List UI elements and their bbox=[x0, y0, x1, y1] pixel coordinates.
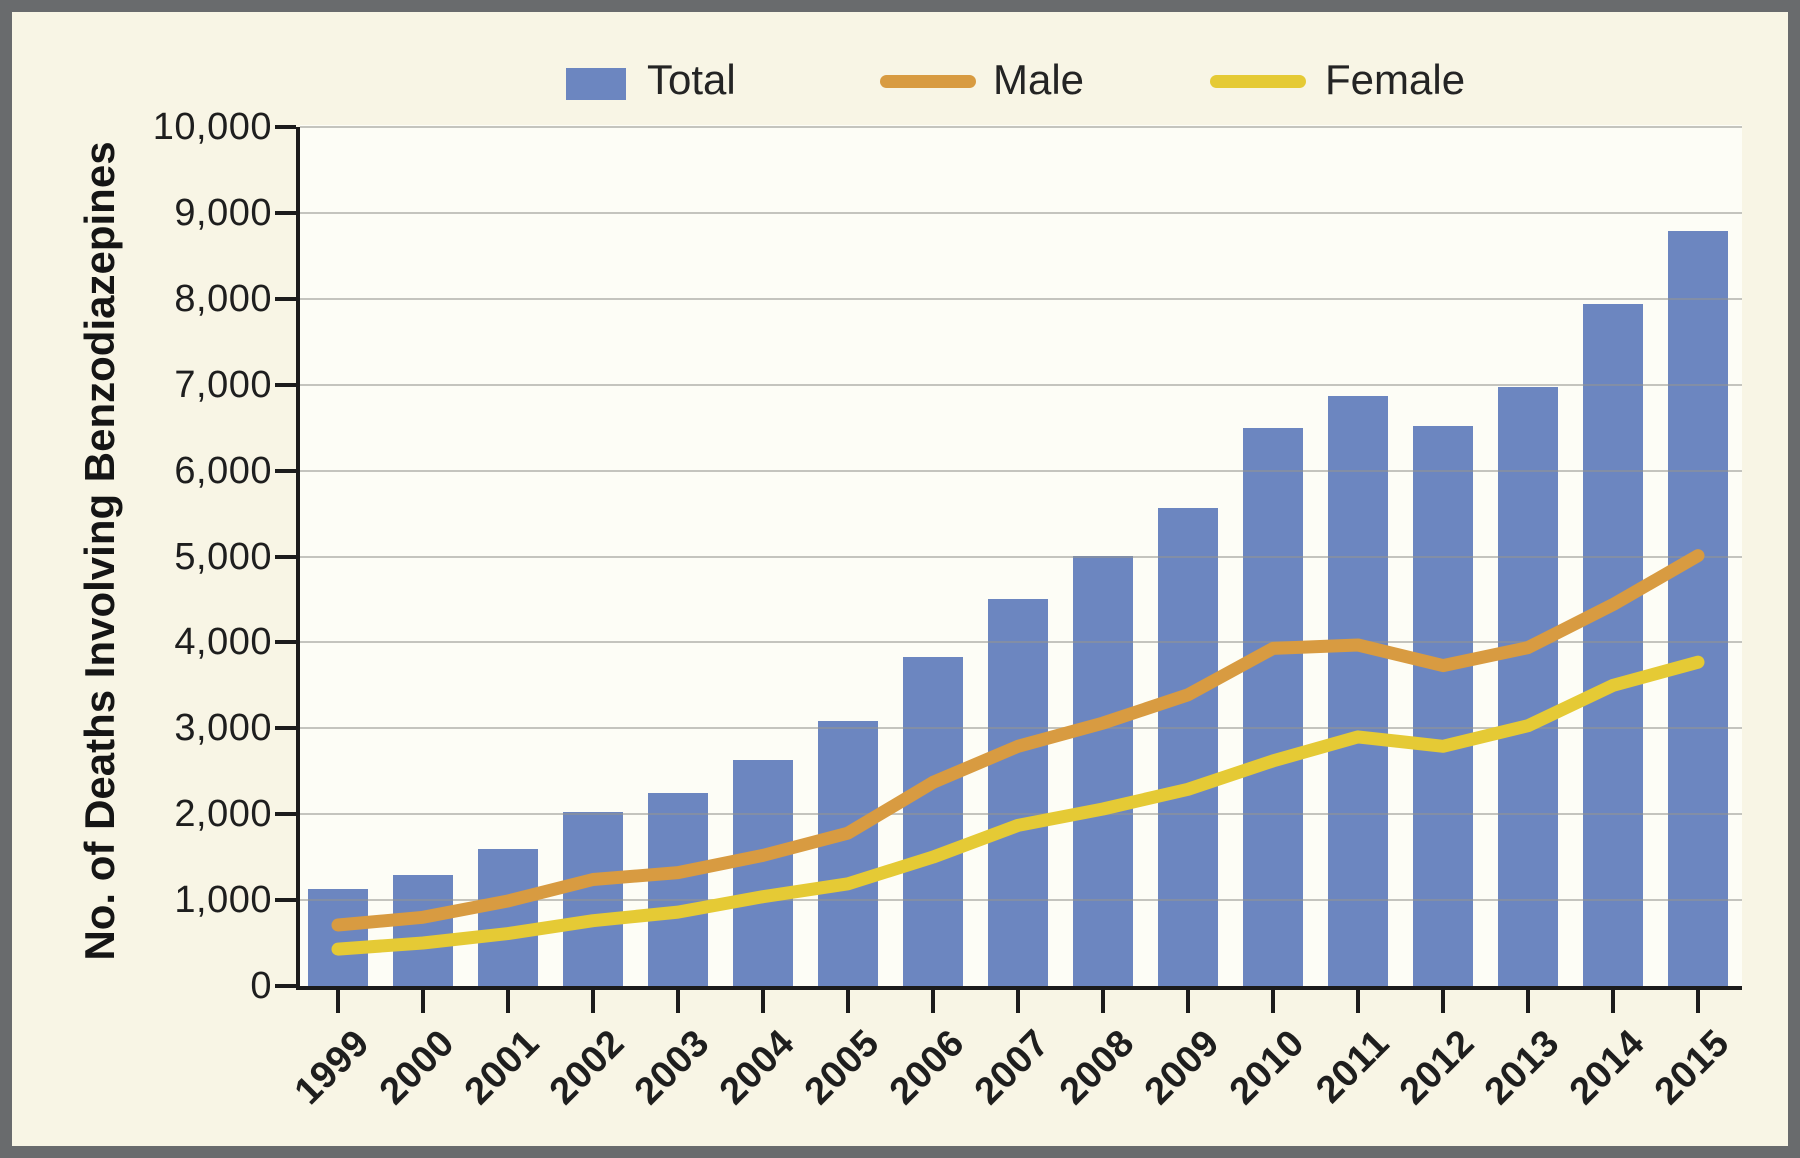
x-tick-2004 bbox=[761, 990, 765, 1013]
gridline-5000 bbox=[300, 555, 1742, 558]
gridline-4000 bbox=[300, 641, 1742, 644]
y-tick-label-6,000: 6,000 bbox=[174, 449, 272, 492]
y-tick-10,000 bbox=[275, 125, 296, 129]
y-tick-0 bbox=[275, 984, 296, 988]
gridline-7000 bbox=[300, 383, 1742, 386]
gridline-6000 bbox=[300, 469, 1742, 472]
x-tick-2009 bbox=[1186, 990, 1190, 1013]
gridline-9000 bbox=[300, 211, 1742, 214]
bar-2000 bbox=[393, 874, 453, 986]
x-tick-2003 bbox=[676, 990, 680, 1013]
bar-2014 bbox=[1583, 303, 1643, 986]
y-tick-label-7,000: 7,000 bbox=[174, 363, 272, 406]
bar-2004 bbox=[733, 760, 793, 986]
y-tick-3,000 bbox=[275, 726, 296, 731]
legend-label-male: Male bbox=[993, 56, 1085, 103]
gridline-10000 bbox=[300, 126, 1742, 128]
bar-2012 bbox=[1413, 425, 1473, 986]
bar-2015 bbox=[1668, 230, 1728, 986]
x-axis-line bbox=[296, 986, 1742, 990]
y-tick-label-5,000: 5,000 bbox=[174, 535, 272, 578]
x-tick-2011 bbox=[1356, 990, 1360, 1013]
y-tick-label-0: 0 bbox=[250, 965, 272, 1007]
gridline-8000 bbox=[300, 297, 1742, 300]
y-tick-label-2,000: 2,000 bbox=[174, 793, 272, 836]
y-tick-6,000 bbox=[275, 468, 296, 473]
bar-2011 bbox=[1328, 395, 1388, 986]
y-tick-2,000 bbox=[275, 812, 296, 817]
bar-2006 bbox=[903, 656, 963, 986]
male-line bbox=[331, 549, 1705, 932]
y-tick-4,000 bbox=[275, 640, 296, 645]
legend: Total Male Female bbox=[0, 0, 1800, 110]
legend-label-female: Female bbox=[1325, 56, 1466, 103]
x-tick-2007 bbox=[1016, 990, 1020, 1013]
y-tick-7,000 bbox=[275, 382, 296, 387]
x-tick-2015 bbox=[1696, 990, 1700, 1013]
legend-label-total: Total bbox=[647, 56, 736, 103]
x-tick-2013 bbox=[1526, 990, 1530, 1013]
y-tick-label-10,000: 10,000 bbox=[152, 106, 272, 148]
y-tick-9,000 bbox=[275, 210, 296, 215]
x-tick-2005 bbox=[846, 990, 850, 1013]
x-tick-2001 bbox=[506, 990, 510, 1013]
y-tick-label-3,000: 3,000 bbox=[174, 707, 272, 750]
total-legend-swatch-icon bbox=[566, 68, 626, 100]
y-tick-label-1,000: 1,000 bbox=[174, 879, 272, 922]
bar-2005 bbox=[818, 721, 878, 986]
gridline-3000 bbox=[300, 727, 1742, 730]
bar-2003 bbox=[648, 792, 708, 986]
x-tick-2012 bbox=[1441, 990, 1445, 1013]
bar-2008 bbox=[1073, 555, 1133, 986]
x-tick-1999 bbox=[336, 990, 340, 1013]
x-tick-2002 bbox=[591, 990, 595, 1013]
y-tick-8,000 bbox=[275, 296, 296, 301]
bar-1999 bbox=[308, 888, 368, 986]
x-tick-2014 bbox=[1611, 990, 1615, 1013]
female-line bbox=[331, 655, 1705, 956]
bar-2010 bbox=[1243, 427, 1303, 986]
bar-2001 bbox=[478, 849, 538, 986]
gridline-1000 bbox=[300, 899, 1742, 902]
y-tick-5,000 bbox=[275, 554, 296, 559]
female-legend-line-icon bbox=[1210, 75, 1306, 88]
bar-2007 bbox=[988, 599, 1048, 986]
x-tick-2008 bbox=[1101, 990, 1105, 1013]
gridline-2000 bbox=[300, 813, 1742, 816]
male-legend-line-icon bbox=[880, 75, 976, 88]
y-tick-1,000 bbox=[275, 898, 296, 903]
x-tick-2010 bbox=[1271, 990, 1275, 1013]
y-tick-label-9,000: 9,000 bbox=[174, 191, 272, 234]
y-tick-label-4,000: 4,000 bbox=[174, 621, 272, 664]
y-tick-label-8,000: 8,000 bbox=[174, 277, 272, 320]
bar-2009 bbox=[1158, 507, 1218, 986]
x-tick-2000 bbox=[421, 990, 425, 1013]
y-axis-line bbox=[296, 127, 300, 990]
bar-2013 bbox=[1498, 387, 1558, 986]
x-tick-2006 bbox=[931, 990, 935, 1013]
